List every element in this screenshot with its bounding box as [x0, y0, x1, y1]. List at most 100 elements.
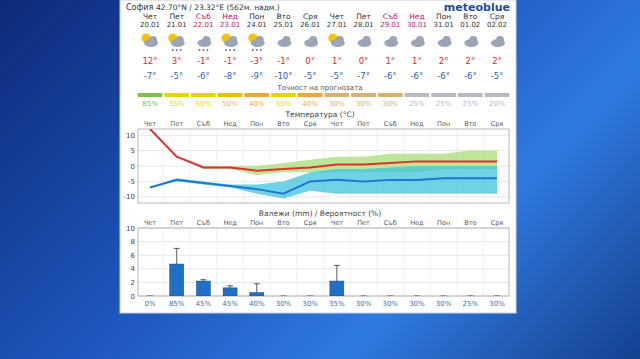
- grid-line: [138, 268, 509, 269]
- grid-line: [138, 255, 509, 256]
- max-temp: 2°: [492, 56, 502, 66]
- max-temp: 2°: [465, 56, 475, 66]
- x-tick-label: Сря: [491, 120, 504, 128]
- max-temp: -1°: [277, 56, 290, 66]
- max-temp: 3°: [172, 56, 182, 66]
- error-bar: [361, 296, 367, 297]
- accuracy-strip: [271, 93, 296, 97]
- weather-icon: [411, 36, 425, 47]
- day-name: Пет: [356, 12, 371, 21]
- day-separator: [243, 228, 244, 296]
- day-name: Пон: [249, 12, 264, 21]
- accuracy-strip: [218, 93, 243, 97]
- error-cap: [200, 279, 206, 280]
- x-tick-label: Вто: [464, 120, 476, 128]
- precip-bar: [276, 296, 290, 297]
- min-temp: -6°: [437, 71, 450, 81]
- x-tick-label: Чет: [331, 219, 343, 227]
- day-name: Нед: [409, 12, 424, 21]
- probability-label: 30%: [382, 300, 398, 308]
- accuracy-strip: [485, 93, 510, 97]
- max-temp: 0°: [359, 56, 369, 66]
- x-tick-label: Съб: [384, 120, 397, 128]
- snow: [180, 49, 182, 51]
- x-tick-label: Сря: [304, 120, 317, 128]
- day-separator: [270, 228, 271, 296]
- weather-icon: [168, 34, 185, 52]
- day-date: 22.01: [193, 21, 213, 29]
- day-name: Пон: [436, 12, 451, 21]
- error-cap: [467, 296, 473, 297]
- max-temp: -1°: [197, 56, 210, 66]
- error-bar: [387, 296, 393, 297]
- cloud: [469, 36, 477, 44]
- x-tick-label: Сря: [491, 219, 504, 227]
- day-date: 01.02: [460, 21, 480, 29]
- y-tick-label: 10: [126, 132, 135, 140]
- cloud: [309, 36, 317, 44]
- cloud: [363, 36, 371, 44]
- day-name: Сря: [303, 12, 318, 21]
- x-tick-label: Нед: [410, 120, 424, 128]
- x-tick-label: Пон: [250, 219, 263, 227]
- cloud: [336, 36, 344, 44]
- x-tick-label: Пет: [357, 120, 370, 128]
- y-tick-label: 8: [131, 238, 135, 246]
- y-tick-label: 0: [131, 163, 135, 171]
- day-name: Съб: [383, 12, 399, 21]
- plot-frame: [138, 228, 509, 296]
- y-tick-label: 6: [131, 252, 136, 260]
- error-whisker: [176, 248, 177, 264]
- weather-icon: [491, 36, 505, 47]
- x-tick-label: Нед: [410, 219, 424, 227]
- cloud: [443, 36, 451, 44]
- location: София: [126, 3, 154, 12]
- error-bar: [414, 296, 420, 297]
- min-temp: -9°: [250, 71, 263, 81]
- snow: [172, 49, 174, 51]
- error-cap: [227, 285, 233, 286]
- precip-bar: [196, 281, 210, 296]
- accuracy-label: 30%: [382, 100, 398, 108]
- probability-label: 25%: [463, 300, 479, 308]
- x-tick-label: Чет: [331, 120, 343, 128]
- precip-bar: [223, 288, 237, 296]
- day-separator: [403, 228, 404, 296]
- weather-icon: [358, 36, 372, 47]
- accuracy-label: 20%: [489, 100, 505, 108]
- accuracy-strip: [244, 93, 269, 97]
- min-temp: -10°: [274, 71, 292, 81]
- error-bar: [441, 296, 447, 297]
- day-separator: [350, 228, 351, 296]
- day-name: Сря: [490, 12, 505, 21]
- y-tick-label: 10: [126, 225, 135, 233]
- cloud: [416, 36, 424, 44]
- accuracy-label: 25%: [463, 100, 479, 108]
- error-cap: [254, 283, 260, 284]
- min-temp: -6°: [384, 71, 397, 81]
- day-date: 24.01: [247, 21, 267, 29]
- min-temp: -8°: [224, 71, 237, 81]
- max-temp: -1°: [224, 56, 237, 66]
- snow: [225, 49, 227, 51]
- x-tick-label: Вто: [277, 219, 289, 227]
- day-separator: [376, 228, 377, 296]
- error-cap: [280, 296, 286, 297]
- y-tick-label: 5: [131, 147, 135, 155]
- max-temp: 1°: [332, 56, 342, 66]
- x-tick-label: Пон: [437, 120, 450, 128]
- min-temp: -6°: [197, 71, 210, 81]
- precip-bar: [357, 296, 371, 297]
- plot-area: [147, 248, 500, 296]
- precip-bar: [330, 281, 344, 296]
- precip-bar: [410, 296, 424, 297]
- day-date: 27.01: [327, 21, 347, 29]
- cloud: [202, 36, 210, 44]
- accuracy-label: 25%: [436, 100, 452, 108]
- accuracy-strip: [431, 93, 456, 97]
- x-tick-label: Съб: [384, 219, 397, 227]
- day-separator: [483, 228, 484, 296]
- cloud: [496, 36, 504, 44]
- x-tick-label: Нед: [223, 219, 237, 227]
- snow: [252, 49, 254, 51]
